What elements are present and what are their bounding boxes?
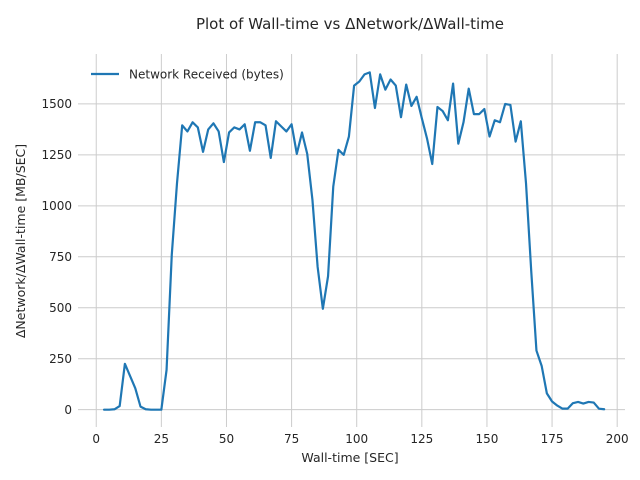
y-axis-ticks: 0 250 500 750 1000 1250 1500 [41, 97, 72, 417]
y-axis-label: ΔNetwork/ΔWall-time [MB/SEC] [13, 144, 28, 338]
x-tick-label: 150 [475, 432, 498, 446]
y-tick-label: 0 [64, 403, 72, 417]
chart-title: Plot of Wall-time vs ΔNetwork/ΔWall-time [196, 15, 504, 33]
legend-label: Network Received (bytes) [129, 68, 284, 82]
x-tick-label: 200 [606, 432, 629, 446]
x-tick-label: 50 [219, 432, 234, 446]
y-tick-label: 1250 [41, 148, 72, 162]
x-axis-label: Wall-time [SEC] [301, 450, 398, 465]
y-tick-label: 500 [49, 301, 72, 315]
x-tick-label: 75 [284, 432, 299, 446]
x-tick-label: 100 [345, 432, 368, 446]
x-tick-label: 125 [410, 432, 433, 446]
x-tick-label: 25 [154, 432, 169, 446]
x-tick-label: 175 [541, 432, 564, 446]
x-axis-ticks: 0 25 50 75 100 125 150 175 200 [92, 432, 628, 446]
legend: Network Received (bytes) [91, 68, 284, 82]
y-tick-label: 750 [49, 250, 72, 264]
y-tick-label: 1500 [41, 97, 72, 111]
series-line [102, 71, 606, 411]
series-layer [102, 71, 606, 411]
y-tick-label: 1000 [41, 199, 72, 213]
x-tick-label: 0 [92, 432, 100, 446]
y-tick-label: 250 [49, 352, 72, 366]
